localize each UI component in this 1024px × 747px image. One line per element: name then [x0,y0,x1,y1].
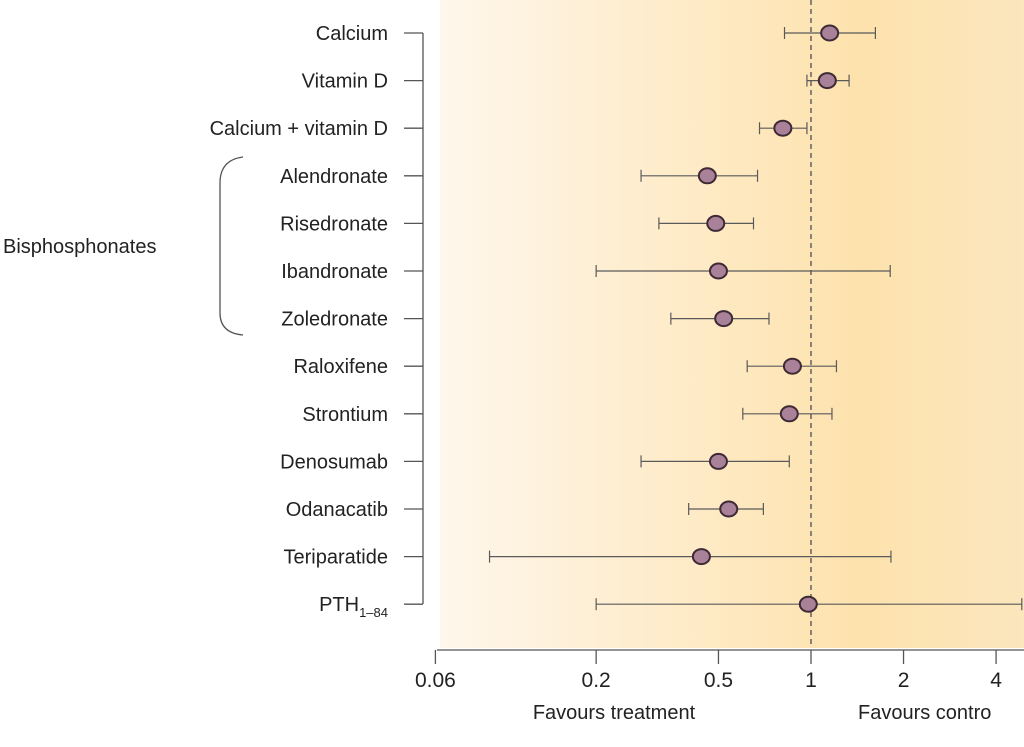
row-label: Zoledronate [281,309,388,331]
shaded-band [440,0,1024,648]
x-tick-label: 0.5 [704,669,733,692]
forest-row: Teriparatide [283,547,892,569]
rows-layer: Calcium Vitamin D Calcium + vitamin D Alend… [210,23,1023,620]
point-estimate [817,72,837,90]
favours-control-label: Favours contro [858,702,991,724]
forest-row: Raloxifene [293,356,838,378]
point-estimate [708,452,728,470]
point-estimate [782,357,802,375]
x-tick-label: 0.06 [415,669,456,692]
x-tick-label: 4 [990,669,1002,692]
point-estimate [708,262,728,280]
forest-row: Ibandronate [281,261,891,283]
row-label: Strontium [302,404,388,426]
forest-row: Alendronate [280,166,759,188]
row-label: Risedronate [280,213,388,235]
row-label: Calcium [316,23,388,45]
point-estimate [798,595,818,613]
group-bracket [219,156,244,336]
row-label: Teriparatide [283,547,388,569]
point-estimate [697,167,717,185]
forest-row: Calcium + vitamin D [210,118,808,140]
row-label: Odanacatib [286,499,388,521]
x-tick-label: 2 [898,669,910,692]
favours-treatment-label: Favours treatment [533,702,696,724]
x-tick-label: 0.2 [582,669,611,692]
point-estimate [820,24,840,42]
forest-row: Strontium [302,404,833,426]
forest-row: Denosumab [280,451,790,473]
forest-row: Vitamin D [302,71,850,93]
forest-row: Risedronate [280,213,755,235]
x-tick-label: 1 [805,669,817,692]
row-label: Calcium + vitamin D [210,118,388,140]
point-estimate [706,214,726,232]
forest-row: Odanacatib [286,499,764,521]
point-estimate [714,310,734,328]
group-label: Bisphosphonates [3,236,156,258]
row-label: Denosumab [280,451,388,473]
point-estimate [719,500,739,518]
point-estimate [773,119,793,137]
row-label: PTH1–84 [319,594,388,620]
forest-row: Zoledronate [281,309,770,331]
point-estimate [691,548,711,566]
point-estimate [779,405,799,423]
row-label: Raloxifene [293,356,388,378]
forest-row: Calcium [316,23,877,45]
row-label: Alendronate [280,166,388,188]
x-axis: 0.06 0.2 0.5 1 2 4 [415,649,1024,692]
row-label: Ibandronate [281,261,388,283]
row-label: Vitamin D [302,71,388,93]
